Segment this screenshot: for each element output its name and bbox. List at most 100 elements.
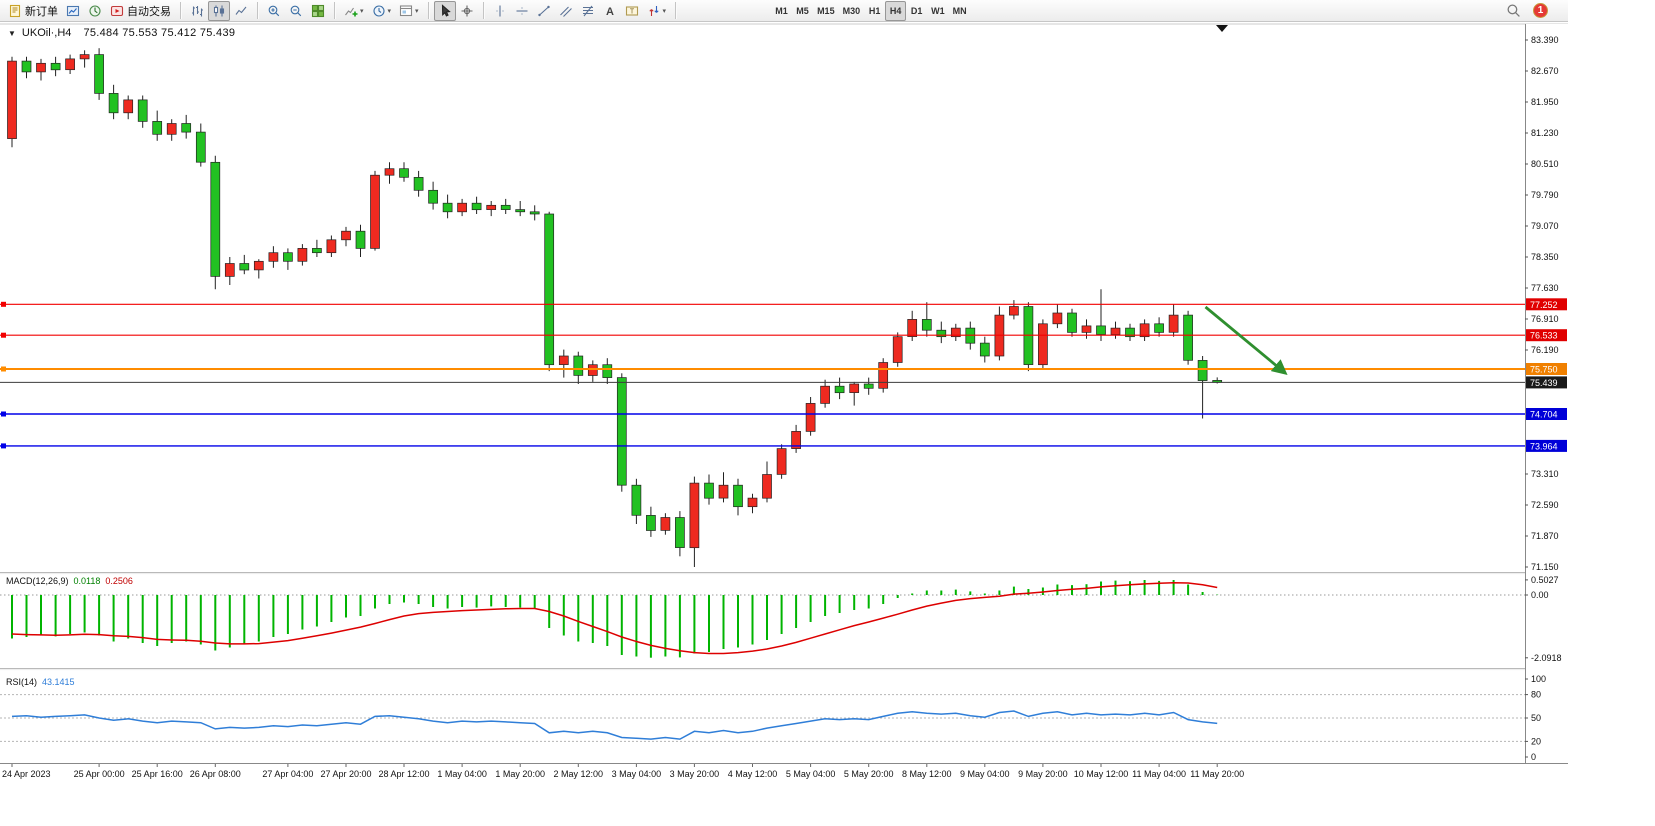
candle-up [65,58,75,71]
tf-w1-button[interactable]: W1 [927,1,949,21]
line-chart-icon [234,4,248,18]
axis-label: 80 [1531,690,1541,700]
candle-down [863,383,874,389]
time-label: 26 Apr 08:00 [190,769,241,779]
price-scale[interactable] [1526,24,1568,763]
pivot-line-orange-anchor[interactable] [1,366,6,372]
equidistant-channel-button[interactable] [555,1,577,21]
resistance-line-2-price-text: 76.533 [1530,331,1558,341]
templates-button[interactable]: ▾ [395,1,423,21]
one-click-trading-toggle[interactable]: ▼ [8,28,16,38]
fibonacci-icon [581,4,595,18]
trendline-button[interactable] [533,1,555,21]
candle-up [849,383,860,393]
axis-label: 80.510 [1531,159,1559,169]
candle-down [442,202,453,213]
vertical-line-button[interactable] [489,1,511,21]
tf-mn-button[interactable]: MN [949,1,971,21]
support-line-blue-1-anchor[interactable] [1,411,6,417]
candle-down [631,484,642,516]
candle-up [820,385,830,404]
candle-up [1081,325,1092,333]
crosshair-button[interactable] [456,1,478,21]
candle-up [1009,306,1019,316]
svg-text:A: A [606,6,614,18]
tf-h4-button[interactable]: H4 [885,0,907,21]
candle-down [413,177,424,191]
axis-label: 72.590 [1531,500,1559,510]
indicators-icon [344,4,358,18]
candle-down [646,515,656,531]
text-button[interactable]: A [599,1,621,21]
periods-button[interactable]: ▾ [368,1,396,21]
trend-arrow[interactable] [1204,305,1288,375]
resistance-line-1-anchor[interactable] [1,301,6,307]
axis-label: 81.950 [1531,97,1559,107]
candle-down [181,123,192,133]
candle-down [1183,314,1193,361]
candle-up [123,99,134,114]
new-order-button[interactable]: 新订单 [4,1,62,21]
zoom-in-button[interactable] [263,1,285,21]
navigator-button[interactable] [84,1,106,21]
candles-chart-button[interactable] [208,0,230,21]
horizontal-line-button[interactable] [511,1,533,21]
toolbar-group-objects: A T ▾ [489,1,671,21]
bars-chart-button[interactable] [186,1,208,21]
tf-m1-button[interactable]: M1 [771,1,792,21]
cursor-button[interactable] [433,0,456,21]
notification-badge[interactable]: 1 [1533,3,1548,18]
chart-canvas[interactable]: 83.390 82.670 81.950 81.230 80.510 79.790 79.0… [0,22,1568,826]
tf-h1-label: H1 [868,5,881,16]
time-label: 5 May 20:00 [844,769,894,779]
time-label: 27 Apr 20:00 [320,769,371,779]
toolbar-separator [482,2,484,19]
time-label: 5 May 04:00 [786,769,836,779]
zoom-out-button[interactable] [285,1,307,21]
candle-down [152,121,163,135]
macd-signal-value: 0.2506 [105,576,133,586]
toolbar-right: 1 [1502,1,1548,21]
tf-h4-label: H4 [889,5,902,16]
candle-up [253,260,264,271]
tf-m5-button[interactable]: M5 [792,1,813,21]
time-scale[interactable] [0,763,1568,781]
arrows-button[interactable]: ▾ [643,1,671,21]
navigator-icon [88,4,102,18]
axis-label: 71.870 [1531,531,1559,541]
chart-shift-marker[interactable] [1216,25,1228,32]
tf-m30-button[interactable]: M30 [839,1,865,21]
tf-m15-button[interactable]: M15 [813,1,839,21]
panel-separator[interactable] [0,668,1568,670]
candle-up [7,60,17,139]
toolbar-group-zoom [263,1,329,21]
market-watch-button[interactable] [62,1,84,21]
search-button[interactable] [1502,1,1525,21]
candle-up [950,327,961,338]
line-chart-button[interactable] [230,1,252,21]
macd-main-value: 0.0118 [73,576,101,586]
autotrading-button[interactable]: 自动交易 [106,1,175,21]
candle-down [921,319,932,331]
axis-label: -2.0918 [1531,653,1562,663]
text-label-button[interactable]: T [621,1,643,21]
tf-h1-button[interactable]: H1 [864,1,885,21]
panel-separator[interactable] [0,572,1568,574]
tile-windows-button[interactable] [307,1,329,21]
time-label: 4 May 12:00 [728,769,778,779]
fibonacci-button[interactable] [577,1,599,21]
templates-icon [399,4,413,18]
support-line-blue-2-anchor[interactable] [1,443,6,449]
time-label: 10 May 12:00 [1074,769,1129,779]
resistance-line-2-anchor[interactable] [1,332,6,338]
candle-up [587,364,598,376]
tf-d1-button[interactable]: D1 [906,1,927,21]
axis-label: 76.190 [1531,345,1559,355]
candle-up [907,319,918,337]
candle-up [457,202,467,213]
chevron-down-icon: ▾ [387,7,392,15]
candle-down [355,230,366,249]
indicators-button[interactable]: ▾ [340,1,368,21]
candle-up [791,431,801,449]
candle-up [660,517,671,531]
